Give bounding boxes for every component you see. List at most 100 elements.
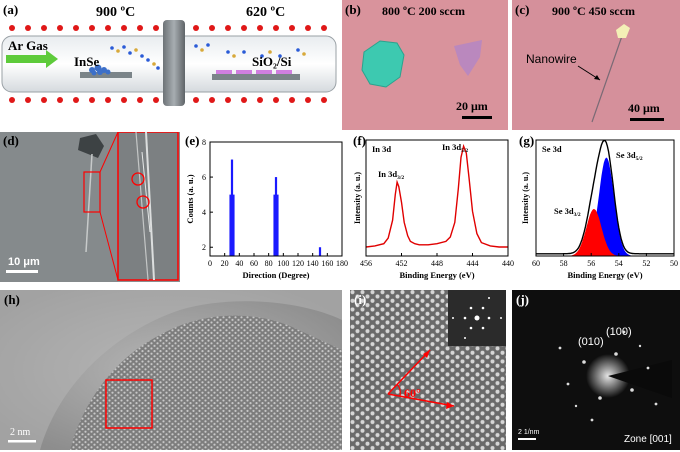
heater-dots-top: [9, 25, 327, 31]
x-tick-label-e: 140: [307, 259, 319, 268]
scale-label-h: 2 nm: [10, 427, 31, 438]
x-tick-label-f: 444: [467, 259, 479, 268]
panel-j: (j) (100) (010) Zone [001] 2 1/nm: [512, 290, 680, 450]
x-tick-label-e: 20: [221, 259, 229, 268]
panel-label-f: (f): [353, 133, 366, 148]
panel-i: (i) 60°: [350, 290, 506, 450]
optical-micrograph-c: [577, 24, 630, 123]
gas-flow-arrow: [6, 50, 58, 68]
x-tick-label-e: 180: [336, 259, 348, 268]
peak-label-in3d52: In 3d5/2: [442, 142, 468, 154]
spot-label-100: (100): [606, 326, 632, 338]
growth-condition-b: 800 ºC 200 sccm: [382, 4, 465, 18]
x-tick-label-g: 56: [587, 259, 595, 268]
x-tick-label-e: 40: [235, 259, 243, 268]
histogram-bar-1: [230, 159, 234, 256]
vapor-molecules: [110, 43, 306, 70]
xps-se-component-1: [536, 209, 674, 256]
y-axis-label-e: Counts (a. u.): [185, 174, 195, 223]
heater-dots-bottom: [9, 97, 327, 103]
histogram-bar-2: [232, 194, 235, 256]
x-tick-label-g: 50: [670, 259, 678, 268]
panel-label-i: (i): [354, 292, 367, 307]
direction-histogram: 0 20 40 60 80 100 120 140 160 180 2 4 6 8 Direction (D…: [185, 138, 348, 280]
angle-arc: [396, 383, 401, 397]
x-tick-label-f: 440: [502, 259, 514, 268]
sem-nanowire: [85, 153, 93, 253]
nanowire-label: Nanowire: [526, 52, 577, 66]
nanowire-line: [591, 35, 623, 123]
xps-se-component-0: [536, 157, 674, 256]
substrate-label: SiO₂/Si: [252, 54, 292, 69]
zoom-box: [83, 171, 101, 213]
panel-f: 456 452 448 444 440 Binding Energy (eV) Intens…: [350, 132, 516, 282]
angle-line-2: [387, 393, 455, 407]
chart-title-g: Se 3d: [542, 144, 562, 154]
hrtem-image: [0, 290, 342, 450]
scale-label-j: 2 1/nm: [518, 429, 540, 436]
x-tick-label-f: 456: [360, 259, 372, 268]
panel-a: (a) 900 ºC 620 ºC: [0, 0, 340, 130]
sem-image: [0, 132, 179, 282]
x-tick-label-e: 120: [292, 259, 304, 268]
histogram-bar-6: [318, 247, 322, 256]
panel-e: 0 20 40 60 80 100 120 140 160 180 2 4 6 8 Direction (D…: [182, 132, 350, 282]
peak-label-se3d52: Se 3d5/2: [616, 150, 643, 162]
xps-in3d-curve: [365, 143, 508, 248]
y-tick-label-e: 4: [202, 208, 206, 217]
chart-title-f: In 3d: [372, 144, 391, 154]
scale-label-c: 40 μm: [628, 101, 660, 115]
x-tick-label-f: 452: [396, 259, 408, 268]
histogram-bar-0: [229, 194, 232, 256]
panel-label-c: (c): [515, 2, 530, 17]
panel-label-a: (a): [3, 2, 19, 17]
angle-line-1: [387, 349, 431, 395]
furnace-temp-right: 620 ºC: [246, 5, 286, 20]
scale-bar-b: [462, 116, 492, 119]
panel-label-d: (d): [3, 133, 19, 148]
x-tick-label-g: 52: [642, 259, 650, 268]
x-tick-label-e: 80: [265, 259, 273, 268]
panel-b: (b) 800 ºC 200 sccm 20 μm: [342, 0, 508, 130]
histogram-bar-3: [273, 194, 276, 256]
y-tick-label-e: 6: [202, 173, 206, 182]
zone-axis-label: Zone [001]: [624, 434, 672, 445]
x-axis-label-e: Direction (Degree): [243, 270, 310, 280]
y-tick-label-e: 2: [202, 243, 206, 252]
nanowire-pointer-head: [594, 75, 600, 80]
y-tick-label-e: 8: [202, 138, 206, 147]
cvd-furnace-diagram: [1, 20, 337, 106]
sem-flake: [78, 134, 104, 158]
beam-stop: [608, 360, 672, 398]
source-boat: [80, 72, 132, 78]
x-tick-label-g: 54: [615, 259, 623, 268]
x-axis-label-g: Binding Energy (eV): [567, 270, 642, 280]
x-tick-label-g: 58: [560, 259, 568, 268]
angle-label: 60°: [404, 386, 421, 400]
scale-label-b: 20 μm: [456, 99, 488, 113]
peak-label-in3d32: In 3d3/2: [378, 169, 404, 181]
nanowire-tip-flake: [616, 24, 630, 38]
substrate-boat: [212, 74, 300, 80]
growth-condition-c: 900 ºC 450 sccm: [552, 4, 635, 18]
x-tick-label-e: 100: [277, 259, 289, 268]
defect-circle-2: [136, 195, 150, 209]
panel-label-h: (h): [4, 292, 20, 307]
thin-flake: [454, 40, 482, 76]
plot-frame-g: [535, 139, 675, 257]
zone-separator: [163, 20, 185, 106]
panel-label-j: (j): [516, 292, 529, 307]
saed-pattern: [518, 330, 672, 440]
y-axis-label-g: Intensity (a. u.): [521, 172, 530, 224]
panel-label-g: (g): [519, 133, 535, 148]
x-tick-label-f: 448: [431, 259, 443, 268]
ar-gas-label: Ar Gas: [8, 38, 48, 53]
crystal-region: [70, 315, 342, 450]
lattice-image: [350, 290, 506, 450]
x-tick-label-g: 60: [532, 259, 540, 268]
xps-se3d-chart: 60 58 56 54 52 50 Binding Energy (eV) Intensity…: [521, 139, 678, 280]
x-axis-label-f: Binding Energy (eV): [399, 270, 474, 280]
furnace-temp-left: 900 ºC: [96, 5, 136, 20]
histogram-bar-4: [274, 177, 278, 256]
y-axis-label-f: Intensity (a. u.): [353, 172, 362, 224]
